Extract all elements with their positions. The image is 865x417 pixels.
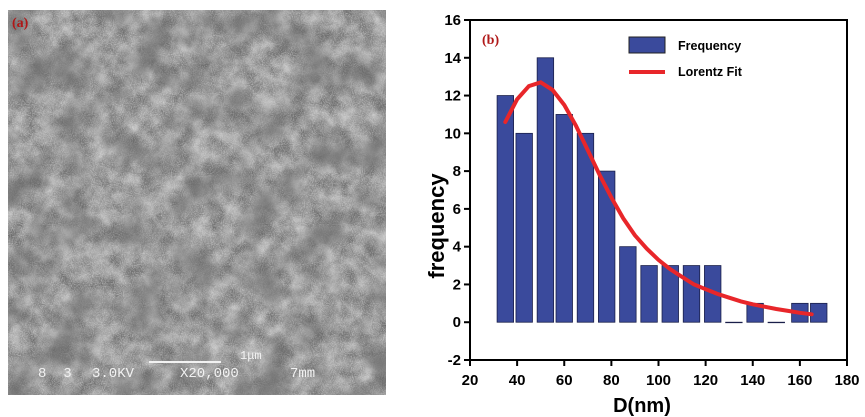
bar bbox=[515, 132, 533, 323]
y-axis-label: frequency bbox=[424, 173, 449, 279]
legend-label-frequency: Frequency bbox=[678, 39, 741, 53]
bar bbox=[725, 321, 743, 324]
bar bbox=[536, 57, 555, 323]
bars bbox=[496, 57, 828, 324]
bar bbox=[661, 265, 679, 323]
x-tick-label: 120 bbox=[693, 372, 718, 389]
x-tick-label: 60 bbox=[556, 372, 573, 389]
y-tick-label: 10 bbox=[444, 125, 461, 142]
bar bbox=[682, 265, 701, 323]
y-tick-label: 8 bbox=[453, 163, 461, 180]
panel-a-tag: (a) bbox=[12, 16, 29, 31]
sem-working-distance: 7mm bbox=[290, 366, 316, 382]
bar bbox=[767, 321, 785, 324]
bar bbox=[555, 114, 573, 323]
sem-magnification: X20,000 bbox=[180, 366, 239, 382]
legend-swatch-frequency bbox=[628, 36, 666, 54]
sem-voltage: 3.0KV bbox=[92, 366, 135, 382]
y-tick-label: 16 bbox=[444, 12, 461, 29]
x-tick-label: 20 bbox=[462, 372, 479, 389]
x-tick-label: 40 bbox=[509, 372, 526, 389]
x-tick-label: 140 bbox=[740, 372, 765, 389]
y-tick-label: 4 bbox=[453, 239, 462, 256]
x-tick-label: 80 bbox=[603, 372, 620, 389]
lorentz-fit-line bbox=[503, 80, 814, 317]
scale-bar-label: 1μm bbox=[240, 349, 262, 363]
sem-texture bbox=[8, 10, 386, 395]
size-distribution-chart: 20 40 60 80 100 120 140 160 180 -20246810121416 … bbox=[424, 12, 860, 417]
legend: Frequency Lorentz Fit bbox=[628, 36, 743, 79]
bar bbox=[496, 95, 514, 323]
x-tick-label: 160 bbox=[787, 372, 812, 389]
bar bbox=[640, 265, 658, 323]
y-tick-label: 14 bbox=[444, 50, 461, 67]
legend-label-lorentz: Lorentz Fit bbox=[678, 65, 743, 79]
bar bbox=[619, 246, 637, 323]
y-tick-label: 12 bbox=[444, 88, 461, 105]
y-ticks: -2 0 2 4 6 8 10 12 14 16 bbox=[444, 12, 470, 369]
sem-info-bar: 1μm 8 3 3.0KV X20,000 7mm bbox=[8, 349, 386, 387]
panel-b-tag: (b) bbox=[482, 33, 499, 48]
sem-id: 8 3 bbox=[38, 366, 72, 382]
y-tick-label: -2 bbox=[448, 352, 461, 369]
y-tick-label: 6 bbox=[453, 201, 461, 218]
bar bbox=[598, 170, 616, 323]
bar bbox=[576, 132, 595, 323]
x-tick-label: 180 bbox=[834, 372, 859, 389]
y-tick-label: 0 bbox=[453, 314, 461, 331]
sem-image: (a) 1μm 8 3 3.0KV X20,000 7mm bbox=[8, 10, 386, 395]
scale-bar bbox=[149, 361, 221, 363]
x-tick-label: 100 bbox=[646, 372, 671, 389]
y-tick-label: 2 bbox=[453, 276, 461, 293]
x-ticks: 20 40 60 80 100 120 140 160 180 bbox=[462, 360, 860, 389]
x-axis-label: D(nm) bbox=[613, 395, 671, 417]
